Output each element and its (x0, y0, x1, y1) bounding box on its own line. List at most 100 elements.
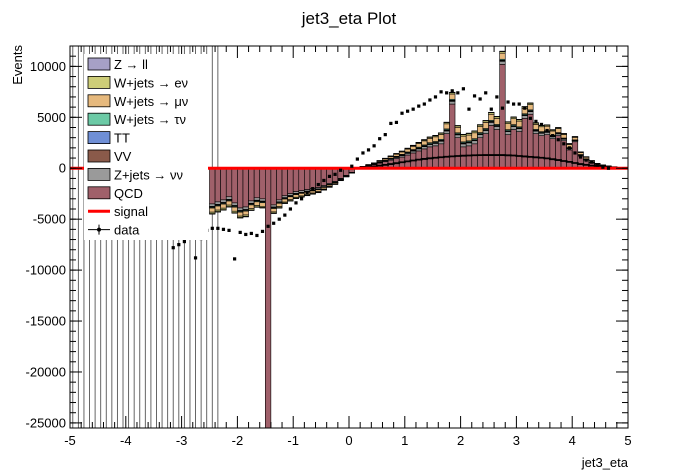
bar-wjets (460, 135, 467, 143)
bar-wjets (287, 196, 294, 200)
bar-qcd (237, 167, 244, 209)
bar-qcd (231, 167, 238, 204)
x-axis-label: jet3_eta (581, 455, 629, 470)
bar-zjets (477, 134, 484, 138)
data-point (272, 221, 276, 225)
legend-swatch (87, 167, 111, 181)
data-point (182, 239, 186, 244)
bar-zll (516, 119, 523, 121)
bar-zll (309, 193, 316, 195)
bar-qcd (477, 137, 484, 169)
bar-wjets (248, 204, 255, 209)
bar-zll (281, 202, 288, 204)
bar-zll (231, 212, 238, 214)
bar-zjets (237, 207, 244, 211)
data-point (355, 157, 359, 161)
legend-swatch (87, 112, 111, 126)
bar-wjets (270, 208, 277, 213)
bar-qcd (449, 103, 456, 169)
bar-qcd (309, 167, 316, 189)
data-point (584, 158, 588, 162)
bar-qcd (253, 167, 261, 199)
axes: -5 -4 -3 -2 -1 0 1 2 3 4 5 10000 5000 0 -5000 -10000 -15… (26, 45, 632, 448)
bar-wjets (259, 202, 266, 207)
data-point (372, 144, 376, 148)
bar-zjets (454, 134, 461, 138)
bar-wjets (454, 126, 461, 134)
bar-zll (265, 436, 271, 437)
data-point (590, 160, 594, 164)
bar-wjets (516, 120, 523, 128)
data-point (523, 106, 527, 110)
x-tick-label: 1 (401, 433, 408, 448)
bar-zll (220, 209, 227, 211)
legend-label: Z → ll (114, 57, 148, 72)
data-point (595, 163, 599, 167)
bar-zll (499, 50, 506, 52)
bar-zjets (516, 128, 523, 132)
bar-wjets (555, 128, 562, 133)
data-point (171, 246, 175, 250)
data-point (467, 107, 471, 111)
data-point (562, 142, 566, 146)
data-point (283, 213, 287, 217)
bar-zll (287, 200, 294, 202)
chart-title: jet3_eta Plot (301, 9, 397, 28)
bar-wjets (410, 145, 417, 150)
bar-qcd (532, 133, 540, 169)
data-point (417, 104, 421, 108)
bar-zll (276, 207, 283, 209)
bar-wjets (560, 134, 567, 139)
data-point (500, 106, 505, 110)
data-point (327, 174, 332, 178)
data-point (294, 201, 298, 205)
bar-zll (298, 196, 305, 198)
data-point (489, 107, 493, 111)
y-tick-label: 0 (59, 161, 66, 176)
bar-zll (577, 151, 584, 153)
bar-zjets (460, 143, 467, 148)
x-tick-label: 4 (569, 433, 576, 448)
data-point (512, 102, 516, 106)
bar-qcd (566, 149, 573, 169)
data-point (366, 148, 371, 152)
x-tick-label: -4 (120, 433, 132, 448)
data-point (506, 100, 510, 104)
bar-zjets (259, 198, 266, 202)
bar-zll (398, 150, 406, 152)
bar-zll (253, 206, 261, 208)
bar-zll (225, 206, 233, 208)
legend-label: signal (114, 204, 148, 219)
y-tick-label: 10000 (30, 59, 66, 74)
data-point (439, 90, 443, 94)
x-tick-label: 5 (624, 433, 631, 448)
bar-wjets (225, 200, 233, 206)
data-point (495, 95, 499, 99)
data-point (210, 226, 214, 230)
data-point (238, 230, 242, 235)
bar-wjets (443, 123, 450, 130)
data-point (411, 107, 415, 111)
data-point (255, 233, 259, 238)
legend-swatch (87, 94, 111, 108)
bar-zll (454, 125, 461, 127)
bar-wjets (220, 203, 227, 209)
bar-zjets (253, 197, 261, 201)
bar-qcd (270, 167, 277, 206)
bar-qcd (264, 167, 272, 428)
data-point (249, 231, 253, 236)
bar-zll (304, 194, 311, 197)
bar-wjets (398, 151, 406, 155)
bar-zll (443, 121, 450, 123)
bar-zll (371, 162, 378, 164)
bar-zll (331, 183, 339, 185)
data-point (472, 94, 477, 98)
data-point (405, 109, 410, 113)
bar-zll (543, 124, 551, 126)
bar-qcd (259, 167, 266, 200)
bar-zjets (248, 200, 255, 204)
legend-label: TT (114, 131, 130, 146)
bar-qcd (493, 129, 500, 169)
bar-wjets (276, 203, 283, 207)
